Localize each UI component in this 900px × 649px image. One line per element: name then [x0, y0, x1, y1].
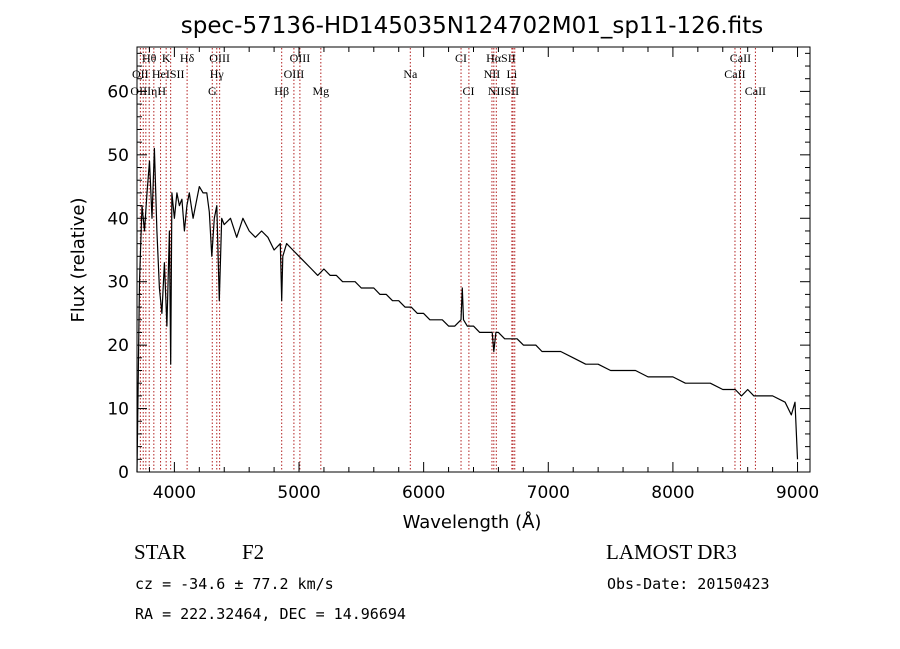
- line-label: OII: [132, 67, 149, 81]
- line-label: OIII: [284, 67, 305, 81]
- x-tick-label: 9000: [776, 483, 819, 503]
- line-label: NII: [484, 67, 501, 81]
- line-label: Li: [507, 67, 518, 81]
- y-tick-label: 10: [107, 400, 129, 420]
- line-label: K: [162, 51, 171, 65]
- x-tick-label: 8000: [651, 483, 694, 503]
- y-axis-label: Flux (relative): [68, 197, 89, 322]
- obs-date-text: Obs-Date: 20150423: [607, 575, 770, 593]
- line-label: CaII: [724, 67, 745, 81]
- series-layer: [136, 147, 799, 473]
- line-label: G: [208, 84, 217, 98]
- x-tick-label: 7000: [527, 483, 570, 503]
- line-label: CaII: [745, 84, 766, 98]
- line-marker-layer: [139, 48, 756, 471]
- x-tick-label: 6000: [402, 483, 445, 503]
- line-label: CI: [463, 84, 475, 98]
- x-tick-label: 5000: [277, 483, 320, 503]
- plot-frame: [136, 46, 811, 473]
- subclass-label: F2: [242, 540, 265, 564]
- y-tick-label: 0: [118, 463, 129, 483]
- y-tick-label: 50: [107, 146, 129, 166]
- velocity-text: cz = -34.6 ± 77.2 km/s: [135, 575, 334, 593]
- class-label: STAR: [134, 540, 186, 564]
- line-label: CI: [455, 51, 467, 65]
- survey-label: LAMOST DR3: [606, 540, 737, 564]
- line-label: OIII: [290, 51, 311, 65]
- y-tick-label: 40: [107, 209, 129, 229]
- line-label: Hγ: [210, 67, 225, 81]
- y-tick-label: 60: [107, 82, 129, 102]
- line-label: Hδ: [180, 51, 195, 65]
- line-label: Mg: [312, 84, 329, 98]
- x-tick-label: 4000: [153, 483, 196, 503]
- annotation-layer: Hθ K Hδ OIII OIII CI HαSII CaII OII HeISII Hγ OIII N…: [130, 51, 766, 98]
- line-label: NIISII: [488, 84, 519, 98]
- tick-layer: 4000 5000 6000 7000 8000 9000 0 10 20 30 40 50 60: [107, 47, 819, 503]
- y-tick-label: 20: [107, 336, 129, 356]
- line-label: OIIIηH: [130, 84, 166, 98]
- coordinates-text: RA = 222.32464, DEC = 14.96694: [135, 605, 406, 623]
- x-axis-label: Wavelength (Å): [403, 511, 542, 533]
- line-label: Hθ: [142, 51, 157, 65]
- line-label: OIII: [209, 51, 230, 65]
- line-label: HeISII: [152, 67, 185, 81]
- spectrum-series-line: [136, 147, 799, 473]
- y-tick-label: 30: [107, 273, 129, 293]
- line-label: Na: [403, 67, 418, 81]
- line-label: CaII: [730, 51, 751, 65]
- line-label: Hβ: [274, 84, 289, 98]
- chart-title: spec-57136-HD145035N124702M01_sp11-126.f…: [181, 13, 763, 39]
- line-label: HαSII: [486, 51, 516, 65]
